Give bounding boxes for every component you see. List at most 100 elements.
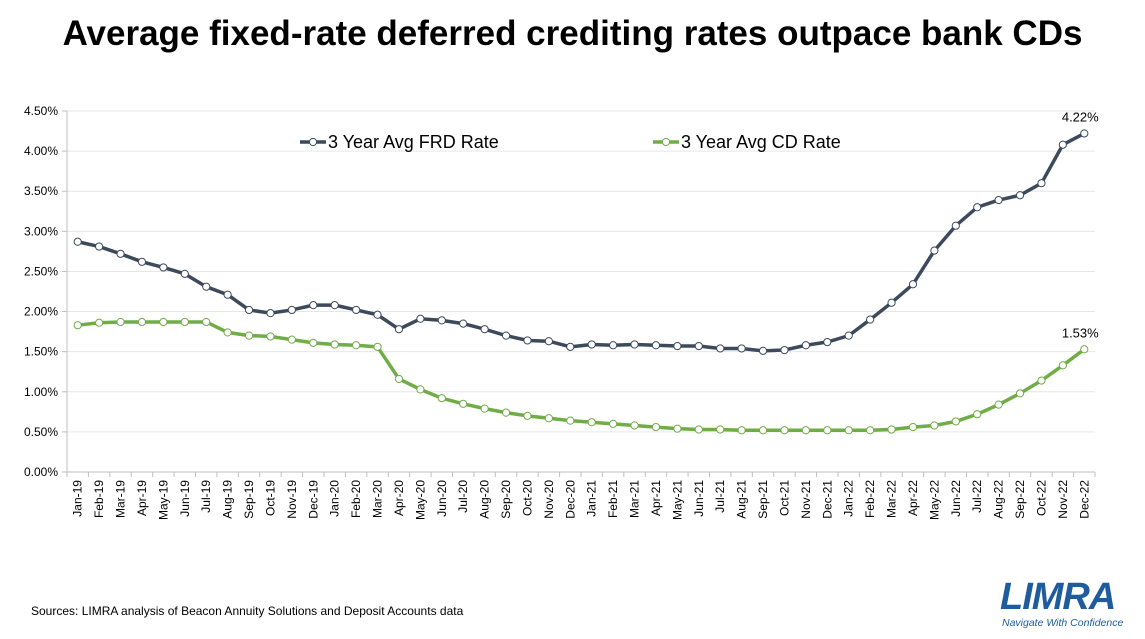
frd-point [566, 342, 575, 351]
frd-point [908, 280, 918, 289]
cd-point [994, 400, 1003, 409]
frd-point [437, 316, 446, 325]
frd-point [887, 298, 896, 307]
y-tick-label: 3.00% [24, 224, 58, 238]
frd-point [73, 237, 82, 246]
x-tick-label: Dec-19 [306, 480, 320, 519]
cd-point [373, 342, 382, 351]
frd-point [95, 242, 104, 251]
cd-point [159, 317, 168, 327]
x-tick-label: Mar-19 [114, 480, 128, 518]
x-tick-label: Jul-21 [713, 480, 727, 513]
x-tick-label: May-20 [413, 480, 427, 520]
cd-point [352, 341, 361, 350]
cd-point [95, 318, 104, 327]
frd-point [994, 195, 1003, 205]
cd-point [309, 338, 318, 347]
cd-point [609, 419, 618, 428]
frd-point [587, 340, 596, 349]
y-tick-label: 2.00% [24, 305, 58, 319]
cd-point [630, 421, 639, 430]
x-tick-label: Oct-19 [263, 480, 277, 516]
frd-end-label: 4.22% [1062, 109, 1099, 124]
cd-point [651, 422, 661, 432]
x-tick-label: Jan-19 [71, 480, 85, 517]
frd-point [1080, 129, 1089, 138]
x-tick-label: Apr-22 [906, 480, 920, 516]
x-tick-label: Jan-22 [842, 480, 856, 517]
cd-point [673, 424, 682, 433]
x-tick-label: Dec-20 [563, 480, 577, 519]
legend: 3 Year Avg FRD Rate 3 Year Avg CD Rate [300, 132, 841, 152]
x-tick-label: Mar-22 [885, 480, 899, 518]
x-tick-label: Jun-20 [435, 480, 449, 517]
x-tick-label: Jan-21 [585, 480, 599, 517]
x-tick-label: Dec-21 [820, 480, 834, 519]
y-tick-label: 3.50% [24, 184, 58, 198]
data-labels: 4.22% 1.53% [1062, 109, 1099, 340]
frd-point [544, 337, 553, 346]
frd-point [1058, 140, 1067, 149]
frd-point [180, 269, 189, 278]
cd-point [330, 340, 339, 349]
frd-point [651, 341, 661, 350]
x-tick-label: Jul-22 [970, 480, 984, 513]
legend-cd: 3 Year Avg CD Rate [653, 132, 841, 152]
cd-point [908, 422, 918, 432]
frd-point [1037, 179, 1046, 188]
x-tick-label: Jul-20 [456, 480, 470, 513]
cd-point [1037, 376, 1046, 385]
frd-point [673, 341, 682, 351]
frd-point [330, 301, 339, 310]
cd-point [973, 410, 982, 419]
cd-point [823, 426, 832, 435]
cd-point [394, 374, 404, 384]
frd-point [159, 263, 168, 272]
x-tick-label: Oct-22 [1034, 480, 1048, 516]
frd-point [501, 331, 511, 340]
cd-point [180, 317, 189, 327]
frd-point [373, 310, 382, 319]
cd-point [801, 426, 810, 435]
cd-point [416, 385, 425, 394]
frd-point [202, 282, 211, 291]
y-tick-label: 4.50% [24, 104, 58, 118]
x-tick-label: Aug-21 [735, 480, 749, 519]
x-tick-label: Aug-22 [992, 480, 1006, 519]
x-tick-label: Nov-20 [542, 480, 556, 519]
cd-end-label: 1.53% [1062, 325, 1099, 340]
x-tick-label: Jun-21 [692, 480, 706, 517]
x-tick-label: May-19 [156, 480, 170, 520]
x-tick-label: Jul-19 [199, 480, 213, 513]
frd-point [244, 305, 254, 315]
axes [62, 110, 1096, 477]
logo-wordmark: LIMRA [1000, 576, 1116, 618]
frd-point [352, 305, 361, 315]
frd-point [416, 314, 425, 323]
y-tick-label: 4.00% [24, 144, 58, 158]
cd-point [137, 317, 147, 327]
x-tick-label: Feb-20 [349, 480, 363, 518]
x-tick-label: Apr-21 [649, 480, 663, 516]
cd-point [459, 399, 468, 408]
frd-line [77, 131, 1086, 353]
cd-point [244, 331, 254, 340]
cd-point [523, 411, 532, 420]
x-tick-label: Nov-19 [285, 480, 299, 519]
x-tick-label: Jun-22 [949, 480, 963, 517]
cd-point [716, 425, 725, 434]
cd-line [77, 320, 1086, 433]
frd-point [630, 340, 639, 349]
x-tick-label: Sep-20 [499, 480, 513, 519]
frd-point [116, 249, 125, 258]
x-tick-label: Aug-20 [478, 480, 492, 519]
x-tick-labels: Jan-19 Feb-19 Mar-19 Apr-19 May-19 Jun-19 Jul-… [71, 480, 1092, 520]
frd-point [930, 246, 939, 255]
gridlines [67, 110, 1095, 433]
frd-point [266, 309, 275, 318]
cd-point [1058, 361, 1067, 370]
cd-point [266, 332, 275, 341]
cd-point [566, 416, 575, 425]
x-tick-label: Oct-20 [520, 480, 534, 516]
frd-point [758, 346, 768, 355]
